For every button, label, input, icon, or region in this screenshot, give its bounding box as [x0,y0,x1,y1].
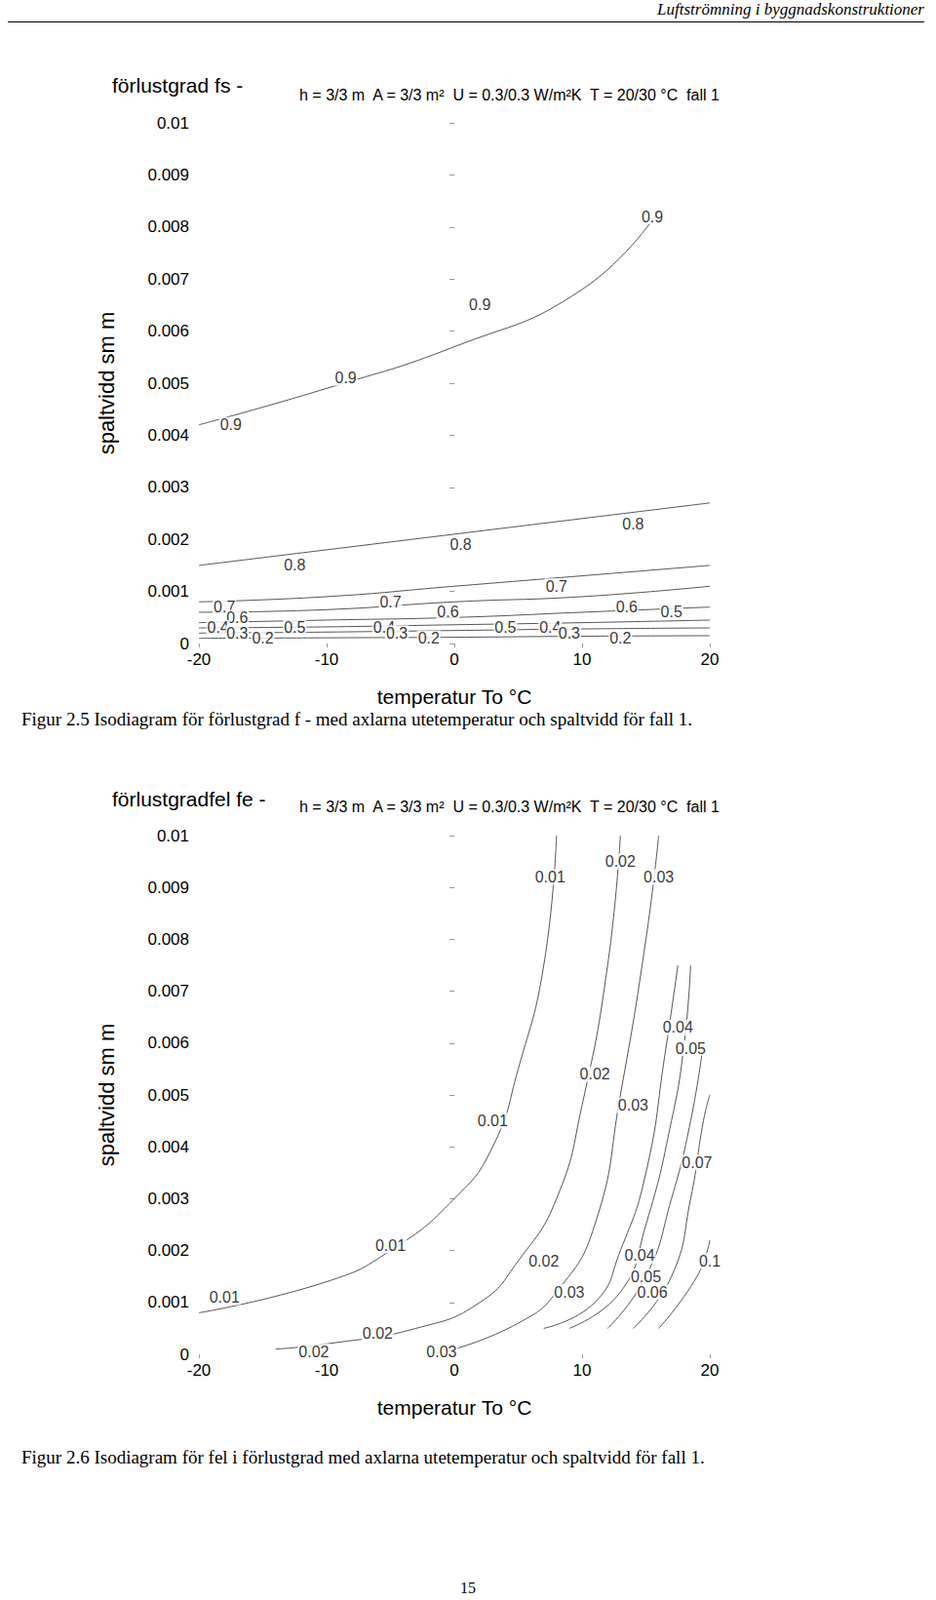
svg-text:0.008: 0.008 [147,930,190,949]
svg-text:0.04: 0.04 [624,1247,655,1264]
svg-text:0.2: 0.2 [609,629,631,647]
svg-text:0.7: 0.7 [213,598,236,616]
svg-text:h = 3/3 m A = 3/3 m² U = 0.3: h = 3/3 m A = 3/3 m² U = 0.3/0.3 W/m²K T… [299,86,720,104]
html-text:Figur 2.6 Isodiagram för fel i: Figur 2.6 Isodiagram för fel i förlustgr… [21,1446,705,1468]
svg-text:0.005: 0.005 [147,1086,190,1105]
svg-text:0.005: 0.005 [147,374,190,393]
svg-text:0: 0 [179,1345,190,1364]
svg-text:0.8: 0.8 [449,536,471,553]
svg-text:0.01: 0.01 [156,826,190,846]
svg-text:0.02: 0.02 [362,1325,393,1342]
svg-text:0.001: 0.001 [147,582,190,601]
svg-text:0.007: 0.007 [147,981,190,1001]
svg-text:0.002: 0.002 [147,530,190,549]
svg-text:0.3: 0.3 [558,624,581,642]
svg-text:0.003: 0.003 [147,477,190,497]
svg-text:0.5: 0.5 [661,603,683,621]
svg-text:0.9: 0.9 [641,208,663,226]
svg-text:0.04: 0.04 [663,1018,694,1036]
svg-text:förlustgrad fs -: förlustgrad fs - [112,74,243,97]
svg-text:0.02: 0.02 [580,1065,611,1083]
svg-text:0.03: 0.03 [553,1284,585,1301]
svg-text:0.001: 0.001 [147,1292,190,1312]
svg-text:0.009: 0.009 [147,165,190,185]
svg-text:0.6: 0.6 [226,609,249,626]
svg-text:-10: -10 [314,650,340,669]
svg-text:h = 3/3 m A = 3/3 m² U = 0.3: h = 3/3 m A = 3/3 m² U = 0.3/0.3 W/m²K T… [299,798,720,816]
svg-text:0.2: 0.2 [251,629,273,647]
svg-text:0.2: 0.2 [418,629,440,647]
svg-text:10: 10 [573,1361,592,1380]
svg-text:0.03: 0.03 [426,1343,457,1361]
svg-text:0.01: 0.01 [209,1288,240,1306]
svg-text:0.5: 0.5 [494,619,516,636]
svg-text:0.007: 0.007 [147,270,190,289]
svg-text:0.05: 0.05 [675,1040,706,1057]
svg-text:0.6: 0.6 [616,598,638,616]
svg-text:0.5: 0.5 [283,619,306,636]
svg-text:0: 0 [449,1361,459,1380]
svg-text:0.4: 0.4 [373,619,395,637]
svg-text:-20: -20 [187,650,212,669]
svg-text:0.01: 0.01 [375,1237,406,1254]
svg-text:0.7: 0.7 [546,578,568,595]
svg-text:0.009: 0.009 [147,878,190,897]
svg-text:0.3: 0.3 [386,624,408,642]
svg-text:20: 20 [701,1361,720,1380]
svg-text:10: 10 [573,650,592,669]
svg-text:temperatur To °C: temperatur To °C [377,685,533,708]
svg-text:0.1: 0.1 [699,1252,721,1270]
svg-text:0.004: 0.004 [147,426,190,445]
svg-text:0.008: 0.008 [147,217,190,236]
svg-text:0.9: 0.9 [468,296,491,313]
svg-text:0.4: 0.4 [207,619,229,637]
svg-text:0.05: 0.05 [630,1268,662,1286]
svg-text:0: 0 [179,634,190,653]
svg-text:0.006: 0.006 [147,321,190,341]
svg-text:0: 0 [449,650,459,669]
svg-text:spaltvidd sm m: spaltvidd sm m [94,312,119,456]
svg-text:0.9: 0.9 [220,416,242,433]
svg-text:0.8: 0.8 [283,556,306,574]
svg-text:0.01: 0.01 [156,114,190,133]
svg-text:-20: -20 [187,1361,212,1380]
svg-text:0.03: 0.03 [643,868,674,886]
svg-text:förlustgradfel fe -: förlustgradfel fe - [112,787,267,811]
svg-text:20: 20 [701,650,720,669]
svg-text:0.02: 0.02 [528,1252,559,1270]
html-text:Figur 2.5 Isodiagram för förlu: Figur 2.5 Isodiagram för förlustgrad f -… [21,708,693,730]
svg-text:0.9: 0.9 [335,369,357,387]
svg-text:0.003: 0.003 [147,1189,190,1209]
svg-text:0.02: 0.02 [298,1343,329,1361]
svg-text:temperatur To °C: temperatur To °C [377,1396,533,1419]
svg-text:spaltvidd sm m: spaltvidd sm m [94,1023,119,1168]
svg-text:-10: -10 [314,1361,340,1380]
html-text:Luftströmning i byggnadskonstr: Luftströmning i byggnadskonstruktioner [657,0,925,19]
svg-text:0.006: 0.006 [147,1033,190,1053]
svg-text:0.004: 0.004 [147,1137,190,1157]
svg-text:0.03: 0.03 [618,1096,649,1114]
svg-text:0.3: 0.3 [226,624,248,642]
svg-text:0.002: 0.002 [147,1241,190,1260]
svg-text:0.02: 0.02 [605,853,636,870]
svg-text:0.6: 0.6 [436,603,459,621]
svg-text:0.8: 0.8 [622,515,644,533]
svg-text:0.06: 0.06 [636,1284,667,1301]
html-text:15: 15 [460,1579,476,1597]
svg-text:0.4: 0.4 [539,619,562,637]
svg-text:0.01: 0.01 [535,868,566,886]
svg-text:0.01: 0.01 [477,1112,508,1130]
svg-text:0.07: 0.07 [681,1154,712,1171]
svg-text:0.7: 0.7 [379,593,401,611]
